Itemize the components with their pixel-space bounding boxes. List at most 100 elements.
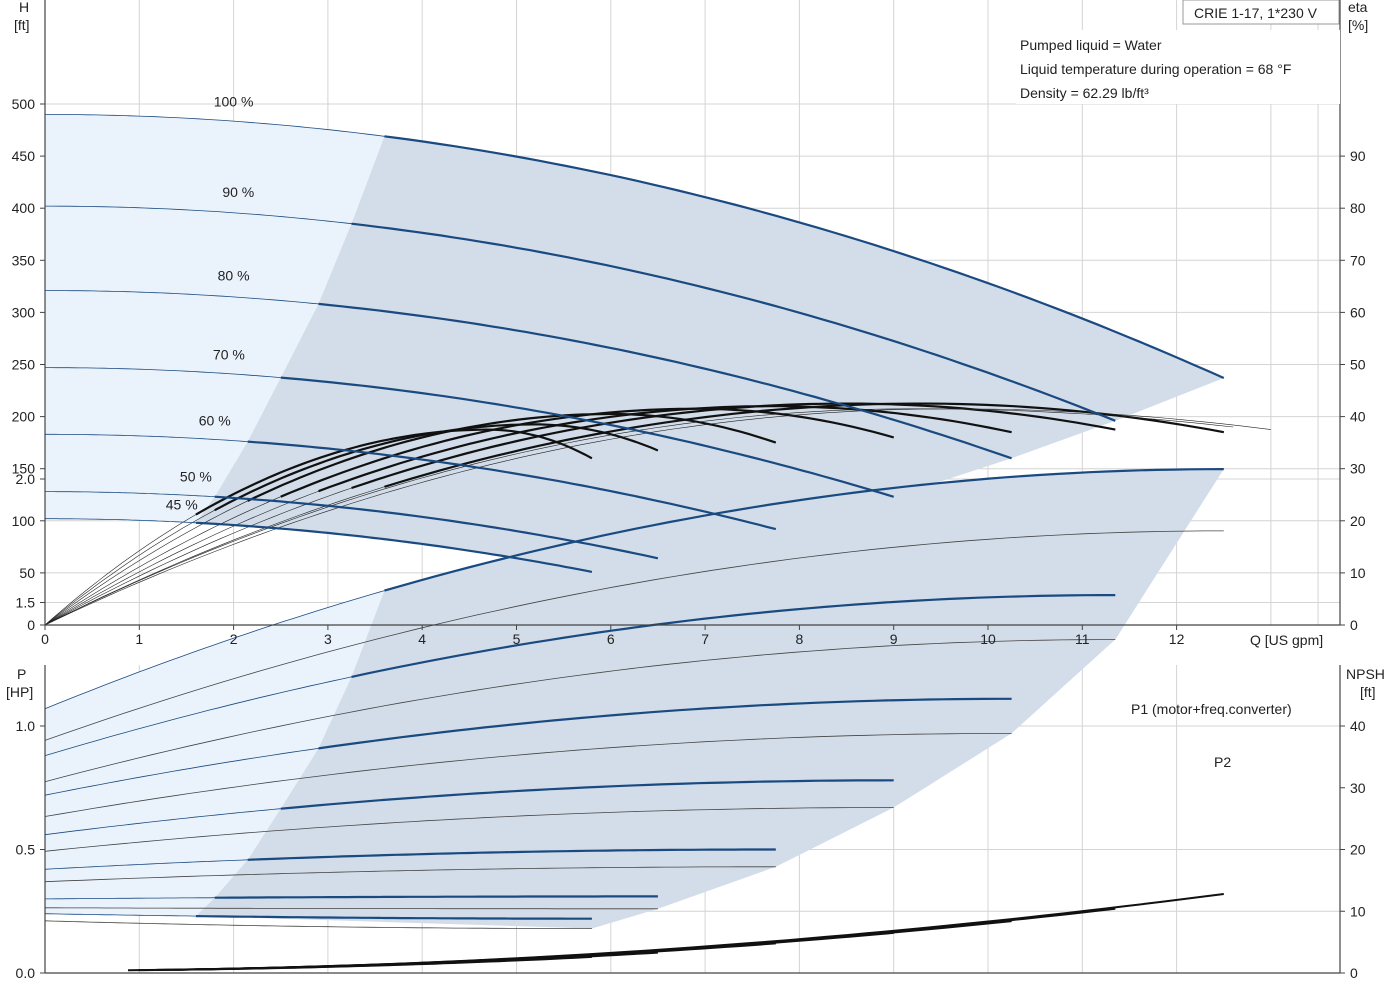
p1-curve-thin-6 [44,913,196,917]
npsh-tick-label-30: 30 [1350,780,1366,796]
p-tick-label-1.5: 1.5 [16,595,36,611]
npsh-curve-3 [174,931,894,971]
x-tick-label-8: 8 [796,631,804,647]
h-tick-label-100: 100 [12,513,36,529]
p1-curve-thin-3 [44,808,281,836]
p1-curve-4 [247,848,776,861]
x-tick-label-7: 7 [701,631,709,647]
p1-curve-1 [351,594,1116,678]
eta-tick-label-30: 30 [1350,461,1366,477]
eta-thin-extra-0 [44,408,1271,626]
power-envelope-operating-range [195,469,1224,929]
head-curve-thin-6 [45,518,196,524]
bottom-right-axis-unit: [ft] [1360,684,1376,700]
eta-tick-label-10: 10 [1350,565,1366,581]
x-tick-label-0: 0 [41,631,49,647]
eta-tick-label-70: 70 [1350,252,1366,268]
eta-curve-6 [195,428,593,516]
top-left-axis-label: H [19,0,29,15]
eta-tick-label-60: 60 [1350,304,1366,320]
h-tick-label-0: 0 [27,617,35,633]
p1-curve-thin-5 [45,897,215,900]
chart-title: CRIE 1-17, 1*230 V [1194,5,1318,21]
p1-curve-5 [214,895,658,899]
p2-curve-2 [44,733,1012,817]
h-tick-label-250: 250 [12,357,36,373]
eta-tick-label-90: 90 [1350,148,1366,164]
p1-curve-thin-0 [44,590,385,710]
x-tick-label-10: 10 [980,631,996,647]
eta-curve-2 [318,405,1012,493]
info-box [1016,30,1340,104]
speed-label-100: 100 % [214,93,254,109]
head-curve-3 [280,376,895,498]
npsh-curve-6 [127,955,592,972]
head-curve-thin-1 [45,205,352,225]
p-tick-label-2.0: 2.0 [16,471,36,487]
x-tick-label-6: 6 [607,631,615,647]
speed-label-60: 60 % [199,412,231,428]
top-right-axis-label: eta [1348,0,1368,15]
h-tick-label-200: 200 [12,409,36,425]
npsh-tick-label-40: 40 [1350,718,1366,734]
x-tick-label-11: 11 [1075,631,1090,647]
p1-curve-thin-2 [44,748,319,796]
axes [40,0,1345,974]
p1-curve-6 [195,915,592,920]
bottom-left-axis-unit: [HP] [6,684,33,700]
head-curve-4 [247,440,777,531]
p-tick-label-1.0: 1.0 [16,718,36,734]
title-box [1182,0,1340,25]
x-tick-label-3: 3 [324,631,332,647]
p2-series-label: P2 [1214,754,1231,770]
h-tick-label-350: 350 [12,252,36,268]
npsh-tick-label-20: 20 [1350,842,1366,858]
h-tick-label-450: 450 [12,148,36,164]
head-curve-6 [195,521,593,573]
speed-label-90: 90 % [222,184,254,200]
p1-curve-3 [280,779,894,810]
power-envelope-low-flow [45,590,385,917]
eta-curve-1 [351,402,1116,490]
p2-curve-5 [45,907,658,910]
head-curve-thin-5 [45,491,215,498]
bottom-envelope [45,469,1224,929]
speed-label-70: 70 % [213,347,245,363]
bottom-curves [44,468,1224,972]
eta-tick-label-40: 40 [1350,409,1366,425]
eta-tick-label-50: 50 [1350,357,1366,373]
speed-label-45: 45 % [166,497,198,513]
info-liquid: Pumped liquid = Water [1020,37,1162,53]
p1-curve-thin-4 [44,859,248,870]
p2-curve-3 [44,807,894,852]
labels: 0 1 2 3 4 5 6 7 8 9 10 11 12050100150200250300350400… [12,93,1366,981]
x-tick-label-9: 9 [890,631,898,647]
bottom-right-axis-label: NPSH [1346,666,1385,682]
eta-curve-4 [247,412,777,502]
info-temperature: Liquid temperature during operation = 68… [1020,61,1291,77]
p1-curve-0 [384,468,1224,592]
h-tick-label-150: 150 [12,461,36,477]
x-tick-label-12: 12 [1169,631,1185,647]
p2-curve-1 [44,639,1116,783]
head-curve-5 [214,495,659,560]
p-tick-label-0.5: 0.5 [16,842,36,858]
x-tick-label-1: 1 [135,631,143,647]
eta-tick-label-0: 0 [1350,617,1358,633]
p2-curve-6 [44,920,592,929]
x-tick-label-4: 4 [418,631,426,647]
p1-curve-thin-1 [44,676,352,756]
p2-curve-4 [44,866,776,883]
x-axis-label: Q [US gpm] [1250,632,1323,648]
head-curve-0 [384,135,1225,380]
eta-tick-label-80: 80 [1350,200,1366,216]
npsh-tick-label-10: 10 [1350,903,1366,919]
head-curve-thin-3 [45,367,281,378]
h-tick-label-300: 300 [12,304,36,320]
p1-curve-2 [318,697,1012,750]
npsh-curve-2 [195,920,1012,971]
bottom-left-axis-label: P [17,666,26,682]
h-tick-label-500: 500 [12,96,36,112]
npsh-tick-label-0: 0 [1350,965,1358,981]
